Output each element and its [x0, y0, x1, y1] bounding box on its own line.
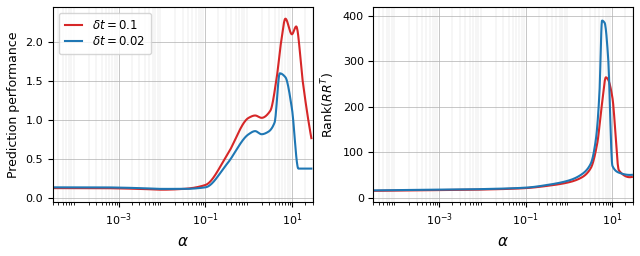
- $\delta t = 0.02$: [50, 186, 58, 189]
- $\delta t = 0.1$: [308, 137, 316, 140]
- $\delta t = 0.02$: [66, 186, 74, 189]
- $\delta t = 0.1$: [50, 187, 58, 190]
- $\delta t = 0.1$: [246, 116, 253, 119]
- Line: $\delta t = 0.1$: $\delta t = 0.1$: [54, 19, 312, 190]
- $\delta t = 0.1$: [200, 184, 207, 187]
- $\delta t = 0.02$: [158, 187, 166, 190]
- $\delta t = 0.02$: [246, 132, 253, 135]
- $\delta t = 0.02$: [272, 111, 280, 114]
- $\delta t = 0.1$: [66, 187, 74, 190]
- $\delta t = 0.1$: [272, 81, 280, 84]
- $\delta t = 0.02$: [207, 183, 214, 186]
- $\delta t = 0.02$: [200, 186, 207, 189]
- $\delta t = 0.1$: [214, 168, 222, 172]
- $\delta t = 0.02$: [276, 72, 284, 75]
- $\delta t = 0.02$: [214, 174, 222, 177]
- Legend: $\delta t = 0.1$, $\delta t = 0.02$: $\delta t = 0.1$, $\delta t = 0.02$: [59, 13, 151, 54]
- Y-axis label: Rank($RR^T$): Rank($RR^T$): [319, 71, 337, 138]
- $\delta t = 0.1$: [207, 180, 214, 183]
- $\delta t = 0.02$: [308, 167, 316, 170]
- $\delta t = 0.1$: [282, 17, 289, 20]
- X-axis label: $\alpha$: $\alpha$: [177, 234, 189, 249]
- Y-axis label: Prediction performance: Prediction performance: [7, 31, 20, 178]
- X-axis label: $\alpha$: $\alpha$: [497, 234, 509, 249]
- Line: $\delta t = 0.02$: $\delta t = 0.02$: [54, 73, 312, 189]
- $\delta t = 0.1$: [158, 188, 166, 191]
